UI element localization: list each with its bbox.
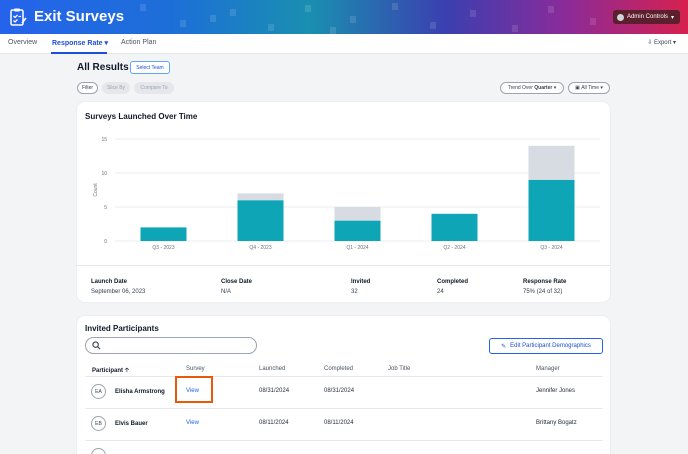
calendar-icon: ▣ bbox=[575, 85, 582, 91]
y-tick-label: 0 bbox=[104, 239, 107, 245]
export-button[interactable]: ⇩ Export ▾ bbox=[647, 39, 676, 46]
column-header-job-title: Job Title bbox=[388, 366, 411, 372]
avatar: EA bbox=[91, 384, 106, 399]
gear-icon bbox=[616, 13, 624, 21]
admin-controls-label: Admin Controls bbox=[626, 14, 668, 20]
stat-label-close-date: Close Date bbox=[221, 279, 253, 285]
completed-date: 08/31/2024 bbox=[324, 388, 355, 394]
sort-arrow-up-icon: 🡡 bbox=[124, 368, 129, 374]
x-tick-label: Q3 - 2024 bbox=[540, 245, 562, 251]
stat-label-response-rate: Response Rate bbox=[523, 279, 567, 285]
bar-remaining bbox=[237, 193, 284, 201]
tab-action-plan[interactable]: Action Plan bbox=[121, 39, 157, 46]
trend-value: Quarter bbox=[534, 85, 553, 91]
active-tab-indicator bbox=[51, 52, 107, 54]
tab-overview[interactable]: Overview bbox=[8, 39, 38, 46]
chart-card: Surveys Launched Over Time 0 5 10 15 Count Q3… bbox=[77, 102, 610, 302]
participants-card: Invited Participants ✎ Edit Participant … bbox=[77, 316, 610, 454]
avatar: EB bbox=[91, 416, 106, 431]
participant-header-label: Participant bbox=[92, 368, 124, 374]
app-title: Exit Surveys bbox=[34, 8, 125, 25]
edit-icon: ✎ bbox=[501, 343, 507, 350]
chevron-down-icon: ▾ bbox=[599, 85, 603, 91]
stat-value-response-rate: 75% (24 of 32) bbox=[523, 289, 563, 295]
divider bbox=[77, 265, 610, 266]
stat-value-close-date: N/A bbox=[221, 289, 232, 295]
participant-name: Elisha Armstrong bbox=[115, 389, 165, 395]
completed-date: 08/11/2024 bbox=[324, 420, 354, 426]
compare-to-button[interactable]: Compare To bbox=[134, 82, 174, 94]
search-icon bbox=[92, 341, 101, 350]
row-divider bbox=[85, 408, 603, 409]
app-header: Exit Surveys Admin Controls ▾ bbox=[0, 0, 688, 34]
chevron-down-icon: ▾ bbox=[104, 40, 109, 47]
column-header-participant[interactable]: Participant 🡡 bbox=[92, 366, 129, 376]
download-icon: ⇩ bbox=[647, 40, 653, 46]
select-team-button[interactable]: Select Team bbox=[130, 61, 170, 74]
admin-controls-button[interactable]: Admin Controls ▾ bbox=[612, 10, 680, 24]
column-header-manager: Manager bbox=[536, 366, 560, 372]
launched-date: 08/31/2024 bbox=[259, 388, 290, 394]
chevron-down-icon: ▾ bbox=[670, 14, 674, 21]
page-title: All Results bbox=[77, 62, 129, 73]
view-survey-link[interactable]: View bbox=[186, 420, 199, 426]
stat-label-launch-date: Launch Date bbox=[91, 279, 128, 285]
highlight-box bbox=[175, 376, 213, 403]
launched-date: 08/11/2024 bbox=[259, 420, 289, 426]
tab-response-rate-label: Response Rate bbox=[52, 40, 103, 47]
bar-remaining bbox=[528, 145, 575, 180]
y-tick-label: 5 bbox=[104, 205, 107, 211]
y-axis-label: Count bbox=[93, 183, 99, 197]
trend-prefix: Trend Over bbox=[507, 85, 533, 91]
chart-title: Surveys Launched Over Time bbox=[85, 112, 198, 121]
avatar bbox=[91, 448, 106, 454]
y-tick-label: 10 bbox=[101, 171, 107, 177]
column-header-completed: Completed bbox=[324, 366, 354, 372]
search-input[interactable] bbox=[85, 337, 257, 354]
x-tick-label: Q1 - 2024 bbox=[346, 245, 368, 251]
sub-navigation: Overview Response Rate ▾ Action Plan ⇩ E… bbox=[0, 34, 688, 54]
surveys-bar-chart: 0 5 10 15 Count Q3 - 2023 Q4 - 2023 Q1 - 2024 Q2… bbox=[93, 137, 600, 251]
table-header-divider bbox=[85, 376, 603, 377]
bar-completed bbox=[528, 179, 575, 241]
stat-label-completed: Completed bbox=[437, 279, 469, 285]
stat-value-invited: 32 bbox=[351, 289, 358, 295]
chevron-down-icon: ▾ bbox=[672, 40, 676, 46]
x-tick-label: Q3 - 2023 bbox=[152, 245, 174, 251]
column-header-survey: Survey bbox=[186, 366, 205, 372]
bar-completed bbox=[237, 200, 284, 241]
manager-name: Brittany Bogatz bbox=[536, 420, 577, 426]
export-label: Export bbox=[653, 40, 672, 46]
bar-completed bbox=[431, 213, 478, 241]
time-range-label: All Time bbox=[581, 85, 599, 91]
x-tick-label: Q2 - 2024 bbox=[443, 245, 465, 251]
chevron-down-icon: ▾ bbox=[552, 85, 557, 91]
view-survey-link[interactable]: View bbox=[186, 388, 199, 394]
manager-name: Jennifer Jones bbox=[536, 388, 576, 394]
filter-button[interactable]: Filter bbox=[77, 82, 98, 94]
stat-label-invited: Invited bbox=[351, 279, 371, 285]
row-divider bbox=[85, 440, 603, 441]
trend-over-dropdown[interactable]: Trend Over Quarter ▾ bbox=[500, 82, 564, 94]
participant-name: Elvis Bauer bbox=[115, 421, 148, 427]
edit-participant-demographics-button[interactable]: ✎ Edit Participant Demographics bbox=[489, 338, 603, 354]
bar-completed bbox=[140, 227, 187, 241]
stat-value-completed: 24 bbox=[437, 289, 444, 295]
stat-value-launch-date: September 06, 2023 bbox=[91, 289, 146, 295]
survey-clipboard-icon bbox=[10, 8, 27, 26]
participants-title: Invited Participants bbox=[85, 324, 159, 333]
y-tick-label: 15 bbox=[101, 137, 107, 143]
tab-response-rate[interactable]: Response Rate ▾ bbox=[52, 39, 108, 47]
edit-demographics-label: Edit Participant Demographics bbox=[510, 343, 591, 349]
bar-remaining bbox=[334, 207, 381, 221]
slice-by-button[interactable]: Slice By bbox=[102, 82, 130, 94]
column-header-launched: Launched bbox=[259, 366, 286, 372]
x-tick-label: Q4 - 2023 bbox=[249, 245, 271, 251]
time-range-dropdown[interactable]: ▣ All Time ▾ bbox=[568, 82, 610, 94]
bar-completed bbox=[334, 220, 381, 241]
